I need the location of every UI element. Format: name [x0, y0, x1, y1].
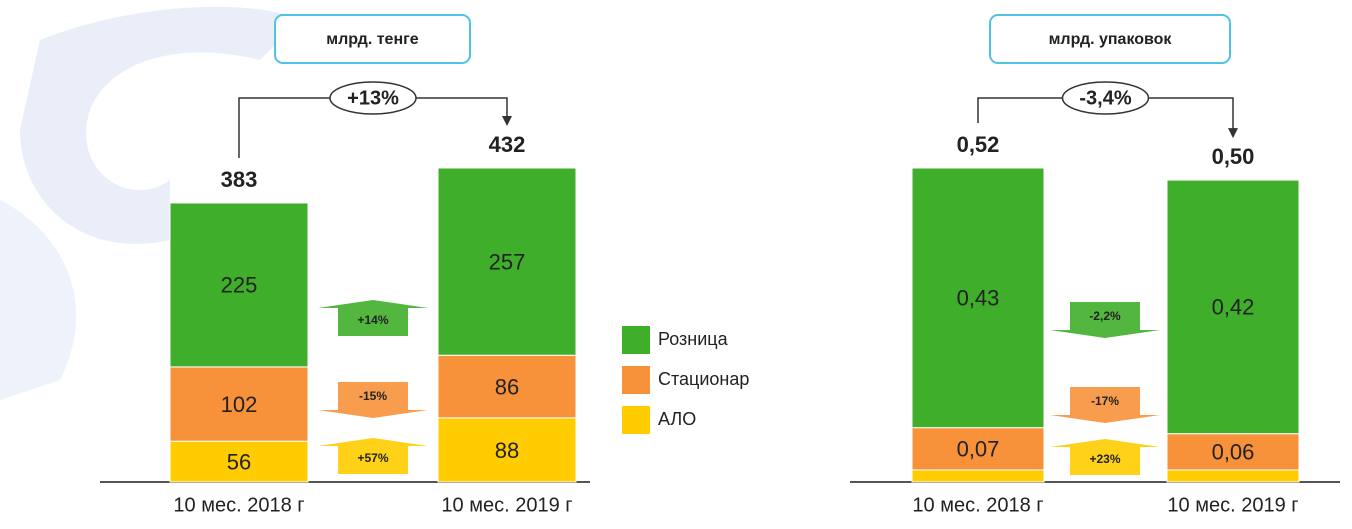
change-arrow-label: -2,2% [1089, 309, 1121, 323]
legend-label: Стационар [658, 369, 749, 389]
total-label: 432 [489, 132, 526, 157]
legend-label: Розница [658, 329, 729, 349]
change-arrow-label: +14% [357, 313, 388, 327]
segment-label: 0,42 [1212, 295, 1255, 320]
unit-title: млрд. упаковок [1049, 31, 1173, 48]
segment-label: 0,43 [957, 286, 1000, 311]
segment-label: 257 [489, 249, 526, 274]
total-label: 0,50 [1212, 144, 1255, 169]
chart: млрд. тенге 56 102 225 383 10 мес. 2018 г 88 86… [0, 0, 1352, 524]
segment-label: 102 [221, 392, 258, 417]
bar-segment [1167, 470, 1299, 482]
unit-title: млрд. тенге [326, 31, 418, 48]
change-label: -3,4% [1079, 87, 1131, 109]
x-tick-label: 10 мес. 2018 г [173, 494, 304, 516]
segment-label: 56 [227, 449, 251, 474]
change-arrow-label: +57% [357, 451, 388, 465]
bar-segment [912, 470, 1044, 482]
x-tick-label: 10 мес. 2019 г [441, 494, 572, 516]
change-arrowhead [502, 116, 512, 126]
segment-label: 86 [495, 374, 519, 399]
segment-label: 225 [221, 273, 258, 298]
total-label: 0,52 [957, 132, 1000, 157]
total-label: 383 [221, 167, 258, 192]
legend-swatch [622, 406, 650, 434]
change-arrow-label: +23% [1089, 452, 1120, 466]
segment-label: 88 [495, 438, 519, 463]
background-decoration [0, 200, 76, 400]
x-tick-label: 10 мес. 2018 г [912, 494, 1043, 516]
change-arrowhead [1228, 128, 1238, 138]
legend-swatch [622, 326, 650, 354]
legend-swatch [622, 366, 650, 394]
segment-label: 0,07 [957, 437, 1000, 462]
legend-label: АЛО [658, 409, 696, 429]
segment-label: 0,06 [1212, 440, 1255, 465]
change-arrow-label: -15% [359, 389, 387, 403]
x-tick-label: 10 мес. 2019 г [1167, 494, 1298, 516]
change-arrow-label: -17% [1091, 394, 1119, 408]
change-label: +13% [347, 87, 399, 109]
